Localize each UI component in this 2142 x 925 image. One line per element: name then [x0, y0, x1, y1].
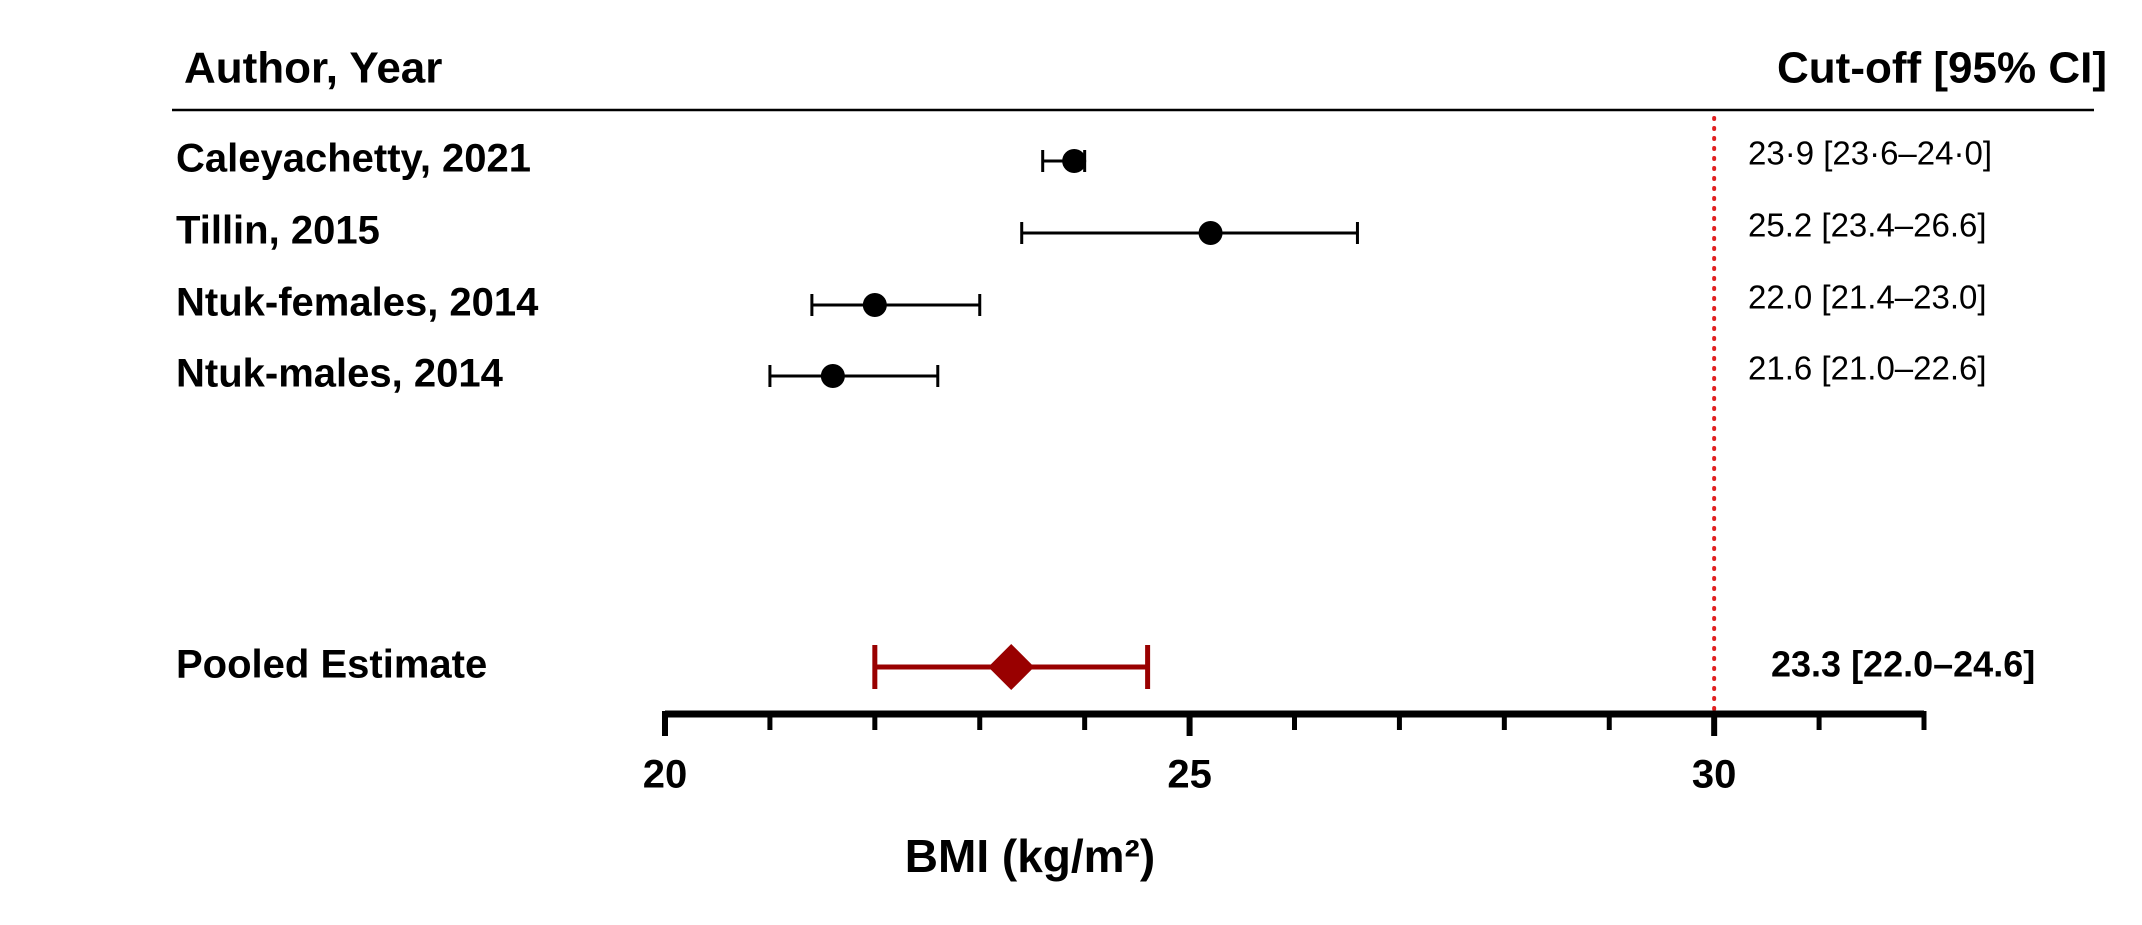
left-header: Author, Year	[184, 44, 442, 93]
study-label: 23·9 [23·6–24·0]	[1748, 135, 1992, 172]
study-label: 21.6 [21.0–22.6]	[1748, 350, 1987, 387]
x-tick-label: 30	[1692, 753, 1737, 797]
x-axis-title: BMI (kg/m²)	[905, 830, 1155, 882]
point-estimate	[820, 364, 845, 388]
point-estimate	[862, 293, 887, 317]
point-estimate	[1198, 221, 1223, 245]
study-name: Ntuk-females, 2014	[176, 281, 539, 325]
study-label: 25.2 [23.4–26.6]	[1748, 207, 1987, 244]
study-name: Caleyachetty, 2021	[176, 137, 531, 181]
x-tick-label: 20	[643, 753, 688, 797]
pooled-label: 23.3 [22.0–24.6]	[1771, 644, 2035, 685]
pooled-name: Pooled Estimate	[176, 643, 487, 687]
x-tick-label: 25	[1167, 753, 1212, 797]
study-name: Tillin, 2015	[176, 209, 380, 253]
pooled-diamond	[988, 644, 1035, 690]
point-estimate	[1062, 149, 1087, 173]
study-label: 22.0 [21.4–23.0]	[1748, 279, 1987, 316]
study-name: Ntuk-males, 2014	[176, 352, 504, 396]
right-header: Cut-off [95% CI]	[1777, 44, 2107, 93]
